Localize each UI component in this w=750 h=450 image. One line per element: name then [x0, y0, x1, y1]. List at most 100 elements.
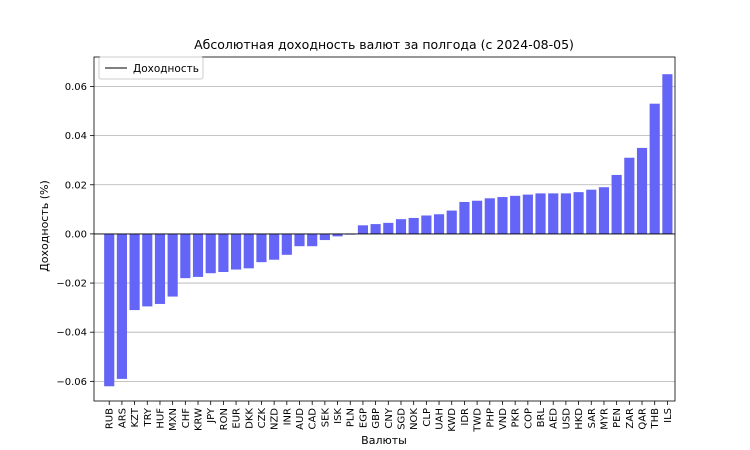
x-tick-label: PLN — [346, 408, 357, 427]
x-tick-label: HKD — [574, 408, 585, 430]
bar-gbp — [370, 224, 381, 234]
bar-ron — [218, 233, 229, 272]
bar-twd — [472, 200, 483, 234]
bar-jpy — [205, 233, 216, 274]
x-axis-label: Валюты — [361, 434, 407, 447]
bar-qar — [636, 147, 648, 234]
x-tick-label: DKK — [244, 408, 255, 429]
bar-nzd — [269, 233, 280, 260]
bar-thb — [649, 103, 660, 234]
x-tick-label: TWD — [473, 408, 484, 433]
x-tick-label: THB — [650, 408, 661, 430]
x-tick-label: UAH — [435, 408, 446, 430]
plot-frame — [93, 56, 676, 402]
x-tick-label: KWD — [447, 408, 458, 432]
x-tick-label: RON — [219, 408, 230, 430]
y-tick-label: 0.06 — [65, 82, 87, 93]
x-tick-label: GBP — [371, 408, 382, 429]
bar-nok — [408, 217, 419, 234]
x-tick-label: COP — [523, 408, 534, 429]
x-tick-label: TRY — [143, 407, 154, 427]
legend: Доходность — [98, 56, 204, 80]
y-tick-label: −0.06 — [56, 377, 87, 388]
bar-php — [484, 198, 495, 234]
bar-aud — [294, 233, 305, 247]
bar-vnd — [497, 197, 508, 234]
x-tick-label: VND — [498, 408, 509, 430]
x-tick-label: ILS — [663, 408, 674, 423]
legend-box — [98, 56, 204, 80]
axes — [93, 56, 676, 402]
y-tick-label: 0.00 — [65, 229, 87, 240]
y-axis-label: Доходность (%) — [38, 180, 51, 272]
x-tick-label: SEK — [320, 408, 331, 428]
x-tick-label: SAR — [587, 408, 598, 428]
bar-ils — [662, 74, 673, 234]
x-tick-label: CZK — [257, 408, 268, 429]
bar-czk — [256, 233, 267, 263]
x-tick-label: CHF — [181, 408, 192, 429]
x-tick-label: USD — [561, 408, 572, 430]
bar-sek — [319, 233, 330, 241]
x-tick-label: QAR — [638, 408, 649, 430]
x-tick-label: KRW — [194, 408, 205, 431]
x-tick-label: CNY — [384, 407, 395, 428]
x-tick-label: PHP — [485, 408, 496, 428]
x-tick-label: AED — [549, 408, 560, 429]
y-tick-label: −0.02 — [56, 279, 87, 290]
bar-try — [142, 233, 153, 307]
x-tick-label: SGD — [396, 408, 407, 430]
x-tick-label: NOK — [409, 408, 420, 430]
x-tick-label: IDR — [460, 408, 471, 426]
bar-dkk — [243, 233, 254, 269]
bar-cop — [522, 194, 533, 234]
bar-isk — [332, 233, 343, 237]
x-ticks: RUB ARS KZT TRY HUF MXN CHF KRW JPY RON EUR DKK CZK N… — [105, 401, 674, 433]
bar-krw — [192, 233, 204, 277]
x-tick-label: EUR — [232, 408, 243, 429]
bar-eur — [231, 233, 242, 270]
y-tick-label: −0.04 — [56, 328, 87, 339]
bar-myr — [598, 187, 610, 234]
x-tick-label: JPY — [206, 407, 217, 424]
legend-label: Доходность — [133, 63, 199, 75]
bar-usd — [560, 193, 571, 234]
bar-uah — [433, 214, 445, 234]
bar-rub — [104, 233, 115, 387]
bar-idr — [459, 201, 470, 234]
x-tick-label: MYR — [599, 408, 610, 430]
bar-kzt — [129, 233, 140, 311]
bar-inr — [281, 233, 292, 255]
x-tick-label: PEN — [612, 408, 623, 428]
bars — [104, 74, 673, 387]
x-tick-label: MXN — [168, 408, 179, 431]
bar-aed — [548, 193, 559, 234]
bar-huf — [154, 233, 166, 304]
bar-pkr — [510, 195, 521, 234]
x-tick-label: PKR — [511, 408, 522, 428]
x-tick-label: NZD — [270, 408, 281, 430]
x-tick-label: KZT — [130, 407, 141, 427]
x-tick-label: AUD — [295, 408, 306, 430]
bar-brl — [535, 193, 546, 234]
bar-sgd — [395, 219, 407, 234]
chart-title: Абсолютная доходность валют за полгода (… — [194, 37, 574, 52]
x-tick-label: RUB — [105, 408, 116, 429]
bar-hkd — [573, 192, 584, 234]
bar-cad — [307, 233, 318, 247]
bar-mxn — [167, 233, 178, 297]
bar-clp — [421, 215, 432, 234]
x-tick-label: CLP — [422, 408, 433, 427]
x-tick-label: CAD — [308, 408, 319, 430]
y-ticks: −0.06 −0.04 −0.02 0.00 0.02 0.04 0.06 — [56, 82, 94, 388]
bar-chf — [180, 233, 191, 279]
bar-ars — [116, 233, 127, 379]
bar-sar — [586, 189, 597, 234]
x-tick-label: ZAR — [625, 408, 636, 429]
x-tick-label: HUF — [155, 408, 166, 429]
bar-zar — [624, 157, 635, 234]
bar-pen — [611, 174, 622, 234]
y-tick-label: 0.04 — [65, 131, 87, 142]
bar-kwd — [446, 210, 457, 234]
